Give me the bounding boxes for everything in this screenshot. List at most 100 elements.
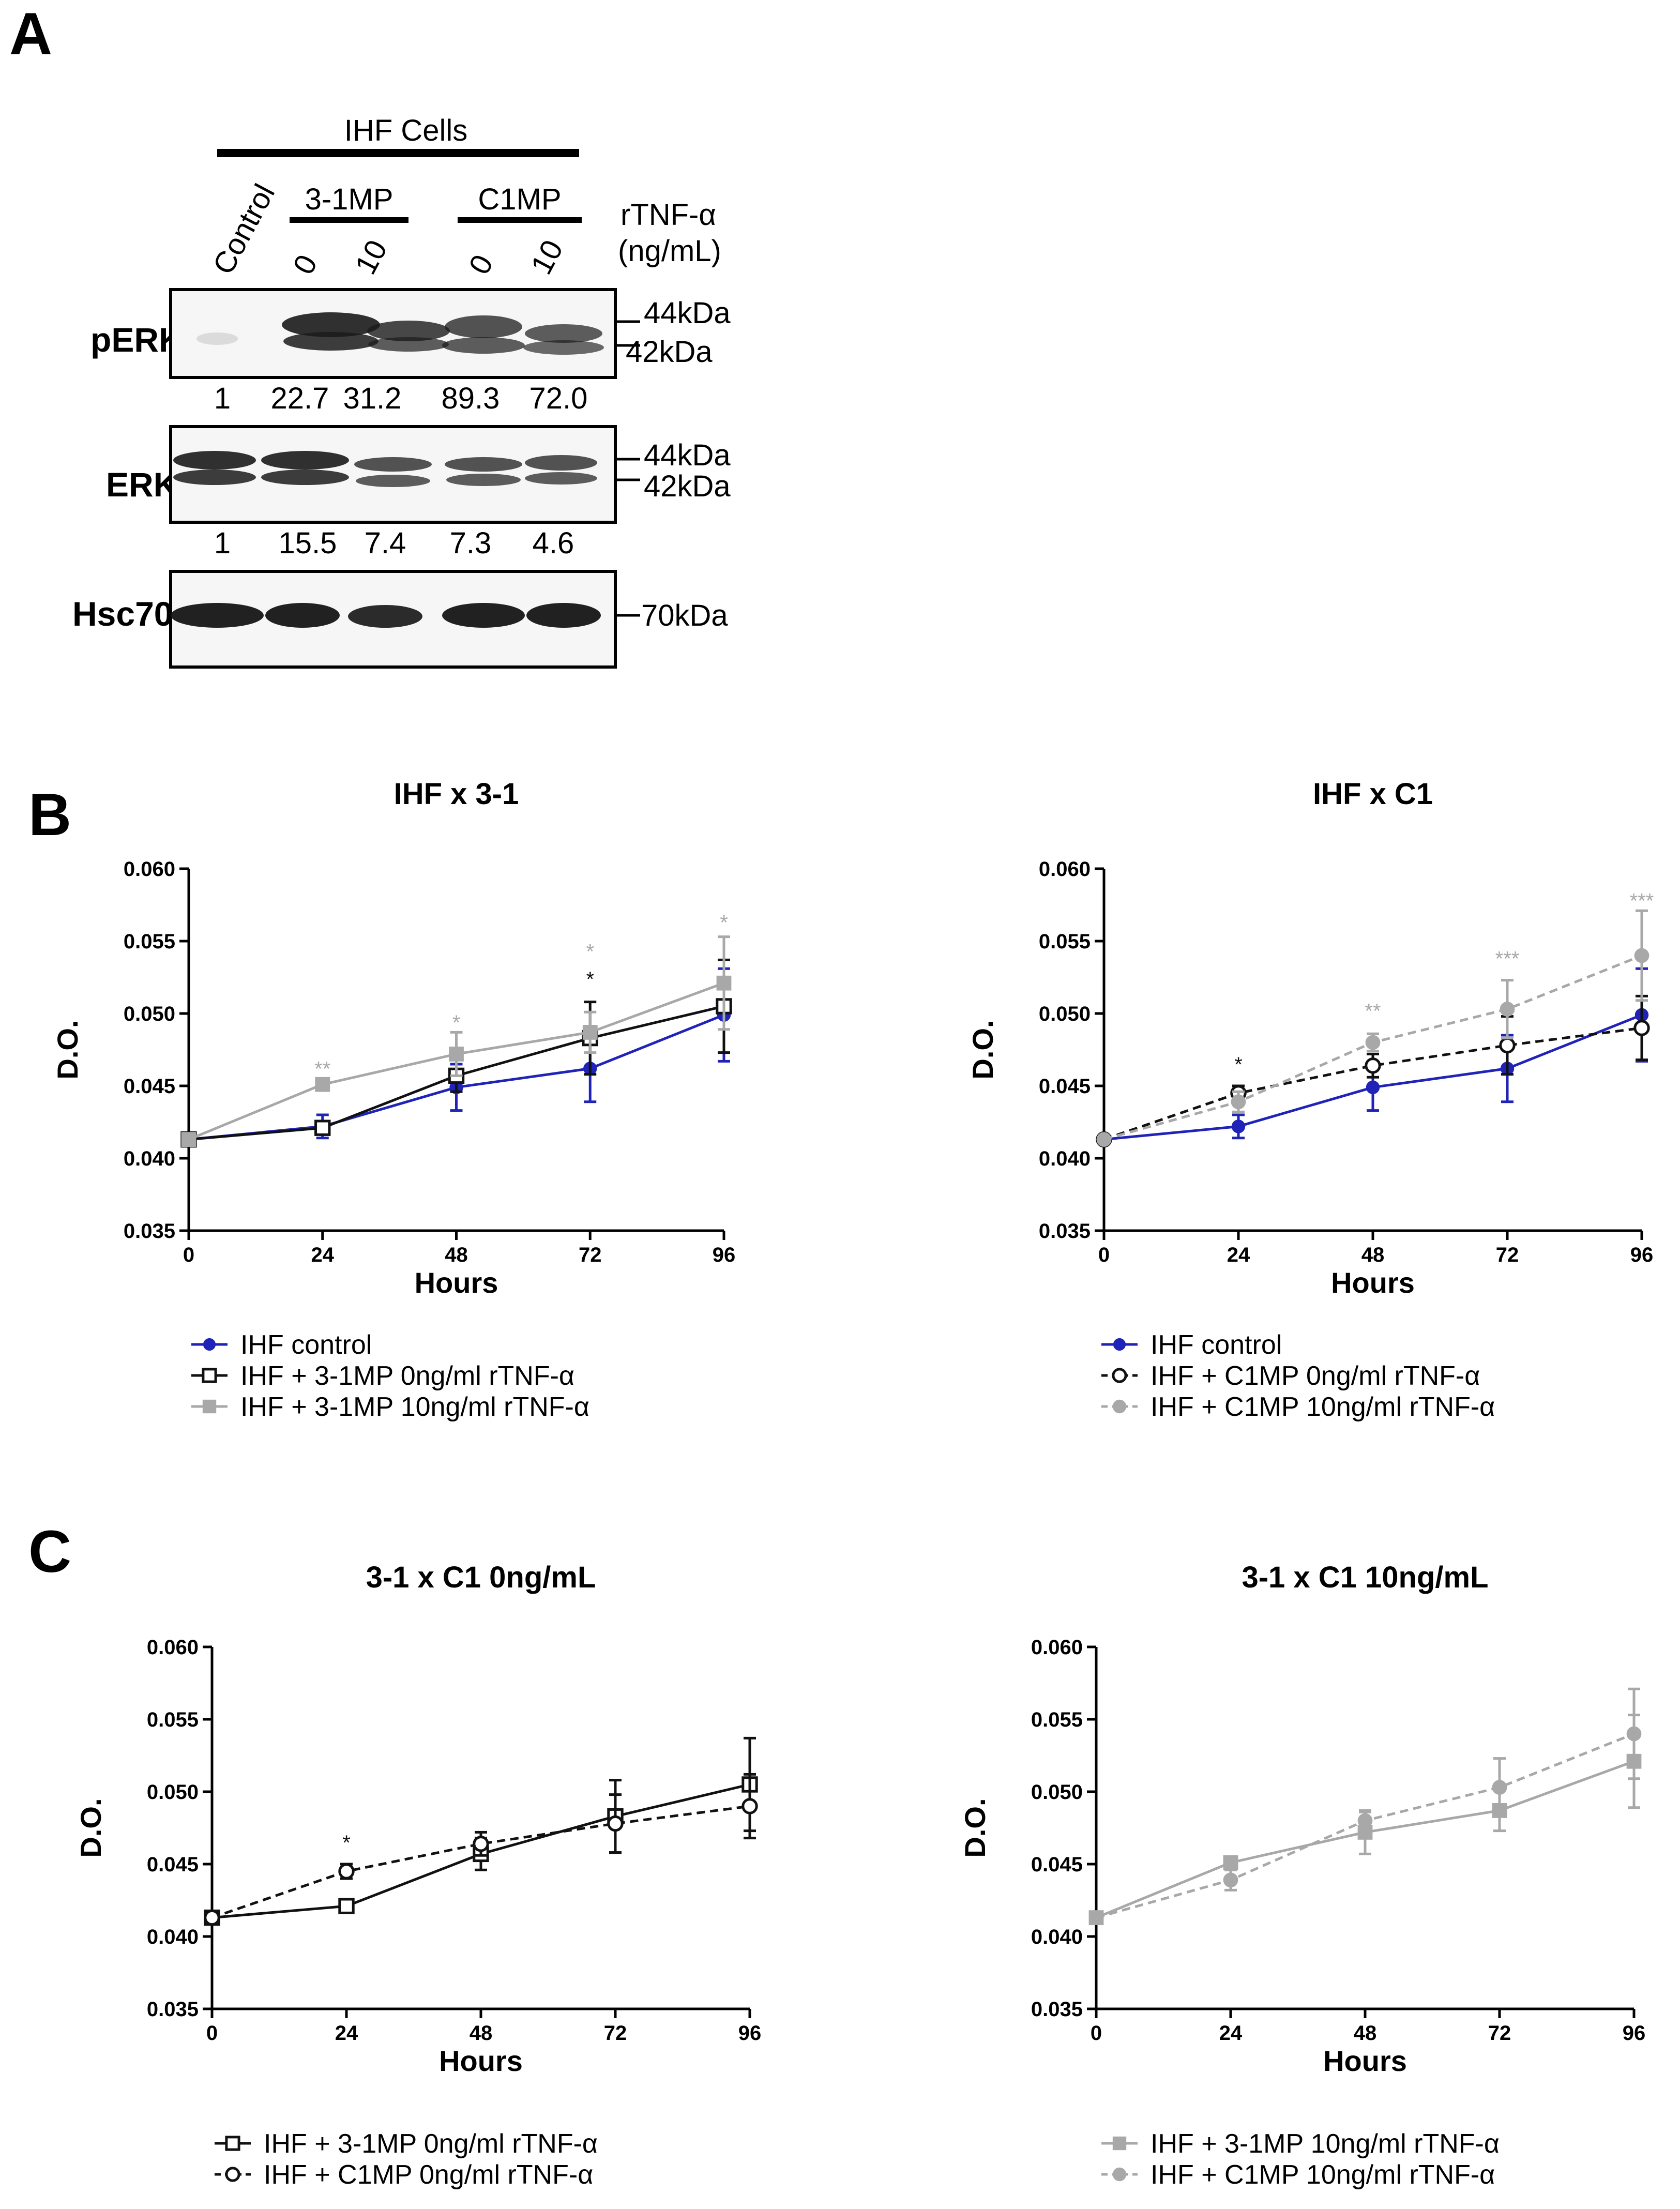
legend-label: IHF control: [1151, 1330, 1282, 1360]
legend-label: IHF + C1MP 0ng/ml rTNF-α: [1151, 1361, 1480, 1391]
x-tick-label: 96: [713, 1244, 736, 1266]
chart-title: IHF x C1: [1313, 777, 1433, 811]
y-axis-label: D.O.: [51, 1020, 84, 1079]
x-axis-label: Hours: [1323, 2045, 1407, 2077]
data-point: [225, 2167, 240, 2182]
legend-entry: IHF + C1MP 0ng/ml rTNF-α: [1101, 1361, 1480, 1391]
y-tick-label: 0.040: [1031, 1926, 1083, 1948]
y-tick-label: 0.040: [147, 1926, 199, 1948]
x-tick-label: 0: [206, 2022, 218, 2045]
data-point: [1223, 1855, 1238, 1870]
x-axis-label: Hours: [415, 1266, 498, 1299]
legend-label: IHF + 3-1MP 10ng/ml rTNF-α: [1151, 2129, 1500, 2159]
y-tick-label: 0.055: [1031, 1708, 1083, 1731]
y-axis-label: D.O.: [966, 1020, 999, 1079]
legend-label: IHF + C1MP 10ng/ml rTNF-α: [1151, 2160, 1495, 2190]
x-axis-label: Hours: [439, 2045, 523, 2077]
x-tick-label: 48: [445, 1244, 468, 1266]
x-tick-label: 96: [1623, 2022, 1646, 2045]
legend-entry: IHF + 3-1MP 0ng/ml rTNF-α: [215, 2129, 598, 2159]
y-tick-label: 0.060: [1031, 1636, 1083, 1659]
series-line: [1103, 1026, 1642, 1141]
western-blot-panel: IHF Cells 3-1MP C1MP Control 0 10 0 10 r…: [72, 114, 731, 669]
significance-marker: ***: [1630, 890, 1654, 913]
significance-marker: *: [586, 941, 594, 963]
data-point: [1365, 1057, 1381, 1074]
chart-title: 3-1 x C1 10ng/mL: [1242, 1561, 1488, 1594]
panel-letter-c: C: [28, 1519, 71, 1585]
group-label-c1mp: C1MP: [478, 183, 561, 216]
y-tick-label: 0.045: [1031, 1853, 1083, 1876]
y-tick-label: 0.060: [1039, 858, 1091, 881]
x-tick-label: 0: [183, 1244, 194, 1266]
lane-label-c1mp-0: 0: [462, 249, 500, 280]
quant-perk-control: 1: [214, 382, 231, 415]
x-tick-label: 72: [604, 2022, 627, 2045]
legend-entry: IHF + C1MP 10ng/ml rTNF-α: [1101, 1392, 1495, 1422]
marker-erk-42kda: 42kDa: [644, 470, 731, 503]
data-point: [338, 1863, 355, 1880]
x-tick-label: 48: [1361, 1244, 1385, 1266]
group-bar-c1mp: [458, 217, 582, 223]
data-point: [716, 975, 732, 991]
group-label-3-1mp: 3-1MP: [305, 183, 393, 216]
quant-erk-3-1mp-10: 7.4: [365, 526, 406, 560]
x-tick-label: 96: [738, 2022, 762, 2045]
y-tick-label: 0.035: [1039, 1220, 1091, 1243]
data-point: [607, 1815, 624, 1832]
legend-label: IHF + 3-1MP 10ng/ml rTNF-α: [240, 1392, 589, 1422]
y-tick-label: 0.045: [147, 1853, 199, 1876]
x-tick-label: 96: [1630, 1244, 1654, 1266]
y-tick-label: 0.035: [124, 1220, 175, 1243]
series-1: [1088, 1687, 1642, 1926]
blot-bands-erk: [173, 451, 597, 487]
y-axis-label: D.O.: [74, 1798, 107, 1857]
panel-letter-b: B: [28, 782, 71, 848]
chart-ihf-x-c1: IHF x C1 0.035 0.040 0.045 0.050 0.055 0.060 0 2…: [966, 777, 1654, 1422]
legend-entry: IHF + 3-1MP 10ng/ml rTNF-α: [191, 1392, 589, 1422]
data-point: [1366, 1080, 1380, 1094]
data-point: [1634, 948, 1649, 963]
y-tick-label: 0.035: [1031, 1998, 1083, 2021]
quant-erk-control: 1: [214, 526, 231, 560]
y-tick-label: 0.060: [147, 1636, 199, 1659]
data-point: [203, 1338, 216, 1351]
series-1: [204, 1773, 758, 1926]
blot-bands-perk: [196, 312, 604, 355]
quant-perk-3-1mp-0: 22.7: [271, 382, 329, 415]
legend-entry: IHF + 3-1MP 10ng/ml rTNF-α: [1101, 2129, 1500, 2159]
legend-label: IHF + 3-1MP 0ng/ml rTNF-α: [264, 2129, 598, 2159]
x-axis-label: Hours: [1331, 1266, 1415, 1299]
data-point: [1499, 1037, 1516, 1054]
marker-erk-44kda: 44kDa: [644, 438, 731, 472]
significance-marker: ***: [1495, 948, 1520, 971]
data-point: [1492, 1780, 1507, 1795]
blot-label-erk: ERK: [106, 465, 178, 504]
lane-label-3-1mp-0: 0: [286, 249, 324, 280]
data-point: [1112, 2167, 1127, 2182]
data-point: [204, 1909, 220, 1926]
y-tick-label: 0.055: [147, 1708, 199, 1731]
legend-entry: IHF control: [191, 1330, 372, 1360]
y-tick-label: 0.055: [124, 930, 175, 953]
legend-label: IHF + 3-1MP 0ng/ml rTNF-α: [240, 1361, 574, 1391]
ihf-cells-bar: [217, 149, 579, 157]
x-tick-label: 0: [1098, 1244, 1110, 1266]
legend-label: IHF control: [240, 1330, 372, 1360]
data-point: [1096, 1132, 1112, 1147]
quant-perk-3-1mp-10: 31.2: [343, 382, 402, 415]
x-tick-label: 48: [1354, 2022, 1377, 2045]
y-tick-label: 0.050: [124, 1003, 175, 1025]
quant-erk-c1mp-0: 7.3: [450, 526, 492, 560]
x-tick-label: 72: [579, 1244, 602, 1266]
lane-label-3-1mp-10: 10: [349, 235, 394, 280]
group-bar-3-1mp: [290, 217, 408, 223]
significance-marker: *: [342, 1832, 351, 1854]
data-point: [1357, 1813, 1373, 1828]
y-tick-label: 0.050: [1039, 1003, 1091, 1025]
significance-marker: *: [1234, 1053, 1243, 1076]
x-tick-label: 48: [470, 2022, 493, 2045]
blot-label-perk: pERK: [90, 321, 184, 359]
legend-entry: IHF + C1MP 0ng/ml rTNF-α: [215, 2160, 593, 2190]
